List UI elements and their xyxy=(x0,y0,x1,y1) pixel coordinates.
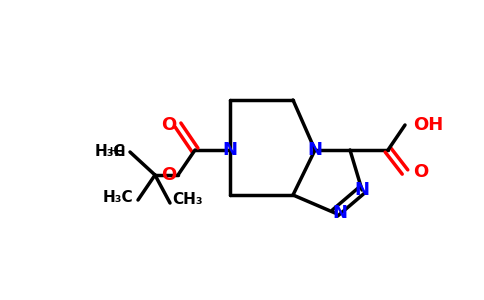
Text: N: N xyxy=(354,181,369,199)
Text: H₃C: H₃C xyxy=(103,190,133,205)
Text: CH₃: CH₃ xyxy=(172,193,203,208)
Text: O: O xyxy=(161,166,176,184)
Text: H₃C: H₃C xyxy=(94,145,125,160)
Text: OH: OH xyxy=(413,116,443,134)
Text: O: O xyxy=(413,163,428,181)
Text: N: N xyxy=(223,141,238,159)
Text: H: H xyxy=(113,145,125,159)
Text: N: N xyxy=(307,141,322,159)
Text: O: O xyxy=(161,116,176,134)
Text: H: H xyxy=(109,146,116,155)
Text: N: N xyxy=(333,204,348,222)
